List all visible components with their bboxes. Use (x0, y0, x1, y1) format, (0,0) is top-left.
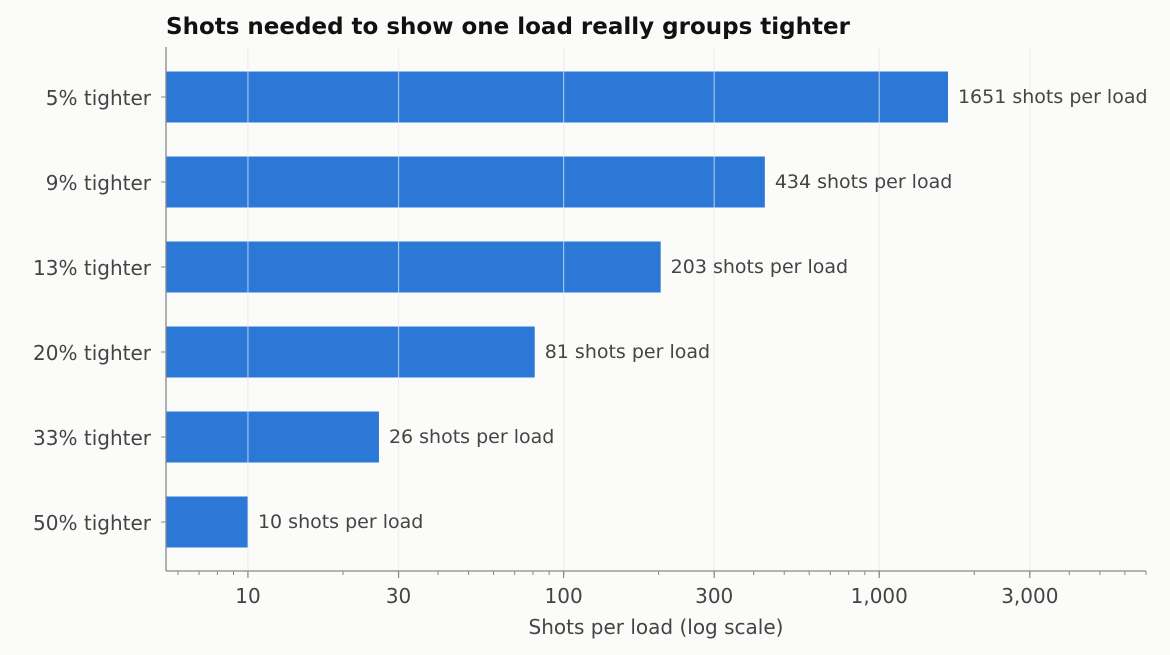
bar (166, 411, 379, 463)
x-ticks: 10 30 100 300 1,000 3,000 (177, 571, 1147, 608)
value-label: 203 shots per load (671, 256, 848, 278)
x-tick-label: 10 (235, 584, 260, 608)
x-tick-label: 300 (695, 584, 733, 608)
value-label: 26 shots per load (389, 426, 554, 448)
x-tick-label: 3,000 (1001, 584, 1058, 608)
bar (166, 326, 535, 378)
x-tick-label: 1,000 (851, 584, 908, 608)
bar (166, 71, 948, 123)
x-axis-title: Shots per load (log scale) (529, 615, 784, 639)
x-tick-label: 30 (386, 584, 411, 608)
value-label: 1651 shots per load (958, 86, 1148, 108)
value-label: 10 shots per load (258, 511, 423, 533)
category-label: 33% tighter (33, 426, 152, 450)
bar (166, 496, 248, 548)
value-label: 81 shots per load (545, 341, 710, 363)
axes (161, 47, 1146, 572)
category-label: 50% tighter (33, 511, 152, 535)
bar (166, 241, 661, 293)
value-label: 434 shots per load (775, 171, 952, 193)
category-label: 9% tighter (46, 171, 152, 195)
gridlines-over-bars (247, 47, 1031, 571)
x-tick-label: 100 (545, 584, 583, 608)
category-label: 5% tighter (46, 86, 152, 110)
bar (166, 156, 765, 208)
category-label: 20% tighter (33, 341, 152, 365)
bars (166, 71, 948, 548)
chart-title: Shots needed to show one load really gro… (166, 14, 851, 40)
value-labels: 1651 shots per load 434 shots per load 203… (258, 86, 1148, 533)
category-label: 13% tighter (33, 256, 152, 280)
category-labels: 5% tighter 9% tighter 13% tighter 20% tight… (33, 86, 152, 535)
